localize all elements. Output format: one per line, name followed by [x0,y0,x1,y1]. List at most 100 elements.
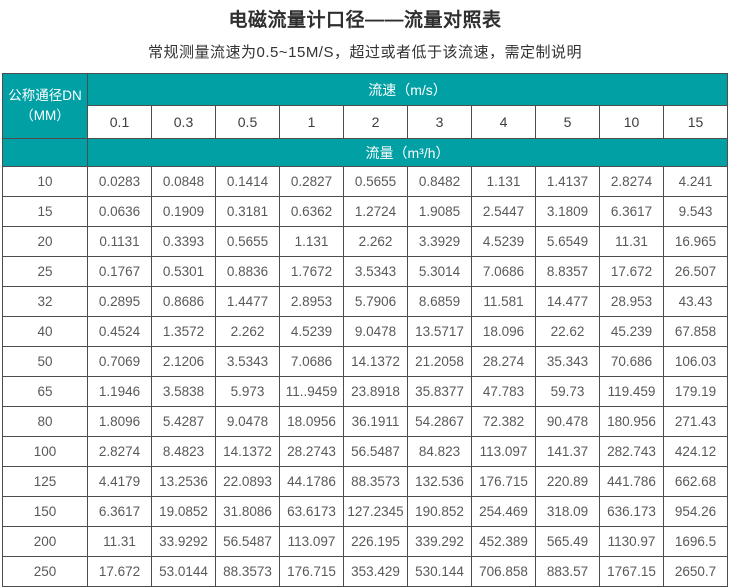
speed-value: 10 [599,105,664,139]
flow-value: 441.786 [599,466,664,497]
flow-value: 19.0852 [151,496,216,527]
table-row: 25 0.1767 0.5301 0.8836 1.7672 3.5343 5.3014 7.… [2,256,728,287]
flow-value: 0.4524 [87,316,152,347]
table-row: 100 2.8274 8.4823 14.1372 28.2743 56.5487 84.8… [2,436,728,467]
flow-value: 18.096 [471,316,536,347]
dn-value: 10 [2,166,88,197]
flow-value: 0.8482 [407,166,472,197]
flow-value: 4.5239 [279,316,344,347]
flow-value: 4.5239 [471,226,536,257]
flow-value: 1.131 [471,166,536,197]
table-row: 125 4.4179 13.2536 22.0893 44.1786 88.3573 132… [2,466,728,497]
flow-value: 45.239 [599,316,664,347]
flow-value: 13.2536 [151,466,216,497]
flow-value: 0.1767 [87,256,152,287]
dn-value: 65 [2,376,88,407]
flow-value: 22.62 [535,316,600,347]
flow-value: 1696.5 [663,526,728,557]
flow-value: 0.1414 [215,166,280,197]
flow-value: 8.8357 [535,256,600,287]
flow-value: 67.858 [663,316,728,347]
flow-value: 56.5487 [215,526,280,557]
flow-value: 0.2895 [87,286,152,317]
flow-value: 72.382 [471,406,536,437]
flow-value: 90.478 [535,406,600,437]
flow-value: 14.1372 [215,436,280,467]
flow-value: 0.0283 [87,166,152,197]
flow-value: 119.459 [599,376,664,407]
flow-value: 88.3573 [343,466,408,497]
flow-value: 106.03 [663,346,728,377]
flow-value: 0.8686 [151,286,216,317]
dn-column-header: 公称通径DN （MM） [2,73,88,139]
flow-value: 0.5655 [215,226,280,257]
flow-value: 36.1911 [343,406,408,437]
flow-value: 9.543 [663,196,728,227]
flow-value: 0.3393 [151,226,216,257]
flow-value: 0.1909 [151,196,216,227]
dn-value: 40 [2,316,88,347]
flow-value: 0.0848 [151,166,216,197]
flow-value: 28.274 [471,346,536,377]
flow-value: 565.49 [535,526,600,557]
dn-header-line2: （MM） [20,108,70,123]
flow-value: 2650.7 [663,556,728,587]
flow-value: 0.1131 [87,226,152,257]
flow-value: 88.3573 [215,556,280,587]
flow-value: 53.0144 [151,556,216,587]
dn-value: 100 [2,436,88,467]
flow-value: 11.31 [87,526,152,557]
flow-value: 662.68 [663,466,728,497]
flow-value: 54.2867 [407,406,472,437]
header-row-flow: 流量（m³/h） [2,138,728,167]
dn-header-line1: 公称通径DN [8,88,82,104]
flow-rate-table: 公称通径DN （MM） 流速（m/s） 0.1 0.3 0.5 1 2 3 4 5 10 15 流… [2,73,728,587]
flow-value: 127.2345 [343,496,408,527]
flow-value: 9.0478 [215,406,280,437]
flow-value: 1.3572 [151,316,216,347]
flow-value: 17.672 [599,256,664,287]
flow-value: 179.19 [663,376,728,407]
flow-value: 18.0956 [279,406,344,437]
flow-value: 4.241 [663,166,728,197]
flow-value: 530.144 [407,556,472,587]
flow-value: 2.8274 [87,436,152,467]
speed-value: 0.1 [87,105,152,139]
flow-value: 3.3929 [407,226,472,257]
flow-value: 3.1809 [535,196,600,227]
flow-value: 180.956 [599,406,664,437]
dn-value: 50 [2,346,88,377]
flow-value: 14.477 [535,286,600,317]
speed-value: 4 [471,105,536,139]
flow-value: 22.0893 [215,466,280,497]
speed-value: 1 [279,105,344,139]
flow-value: 44.1786 [279,466,344,497]
table-row: 250 17.672 53.0144 88.3573 176.715 353.429 530… [2,556,728,587]
flow-value: 14.1372 [343,346,408,377]
flow-value: 1.4137 [535,166,600,197]
dn-value: 200 [2,526,88,557]
page-subtitle: 常规测量流速为0.5~15M/S，超过或者低于该流速，需定制说明 [148,44,582,61]
flow-value: 636.173 [599,496,664,527]
flow-value: 5.4287 [151,406,216,437]
table-row: 20 0.1131 0.3393 0.5655 1.131 2.262 3.3929 4.52… [2,226,728,257]
dn-value: 150 [2,496,88,527]
flow-value: 0.5301 [151,256,216,287]
flow-value: 5.6549 [535,226,600,257]
flow-value: 84.823 [407,436,472,467]
speed-values-row: 0.1 0.3 0.5 1 2 3 4 5 10 15 [3,105,728,139]
flow-value: 0.7069 [87,346,152,377]
flow-value: 1.9085 [407,196,472,227]
flow-value: 35.343 [535,346,600,377]
flow-value: 8.6859 [407,286,472,317]
flow-value: 16.965 [663,226,728,257]
flow-value: 1.7672 [279,256,344,287]
flow-value: 452.389 [471,526,536,557]
speed-header: 流速（m/s） [87,73,728,106]
flow-value: 1.1946 [87,376,152,407]
flow-value: 339.292 [407,526,472,557]
flow-value: 424.12 [663,436,728,467]
flow-value: 1130.97 [599,526,664,557]
flow-value: 0.8836 [215,256,280,287]
